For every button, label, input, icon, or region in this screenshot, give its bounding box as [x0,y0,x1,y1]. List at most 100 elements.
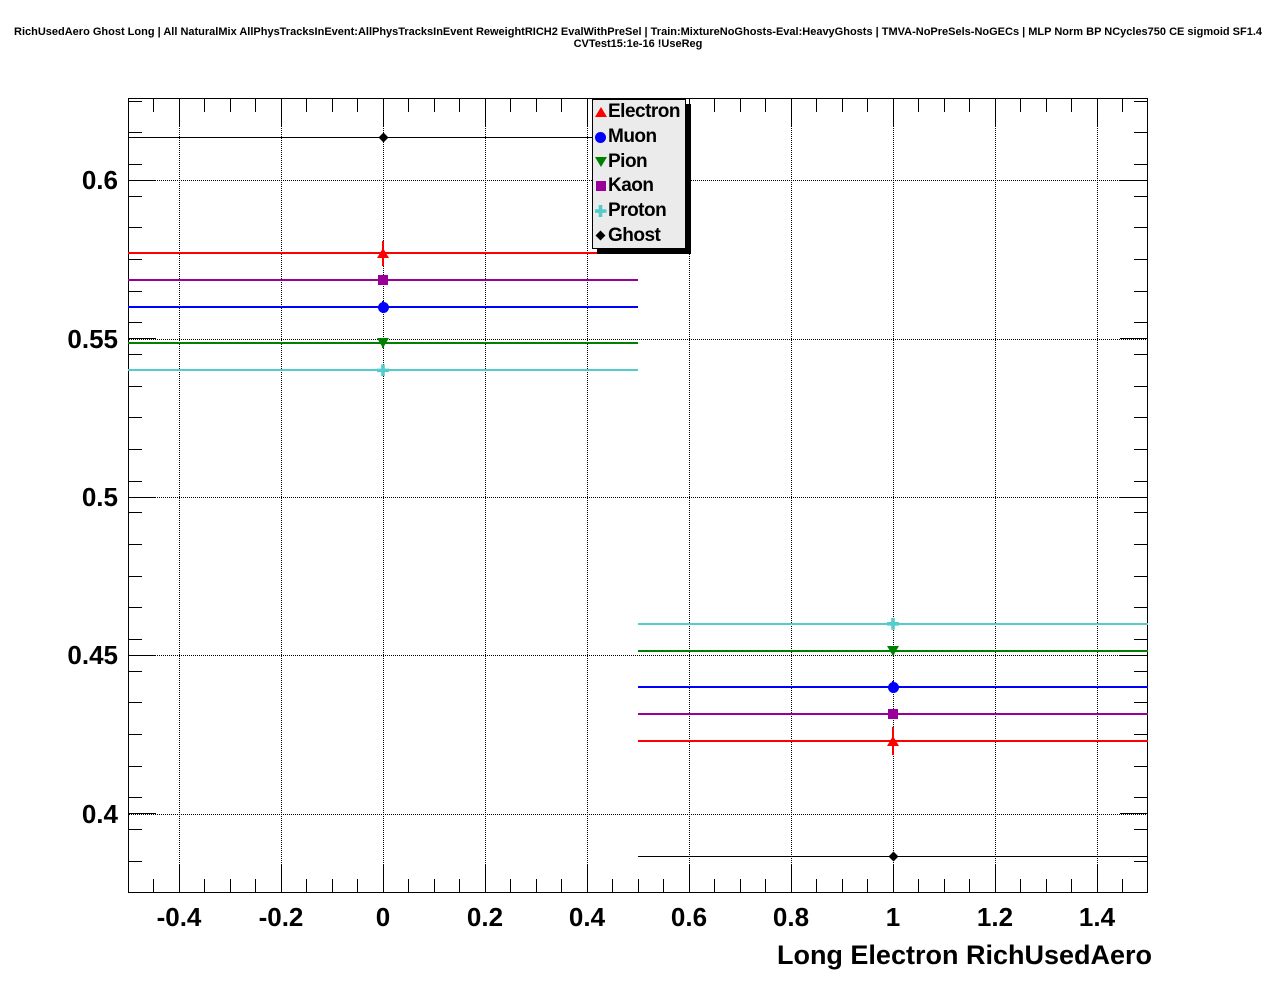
y-minor-tick-left [128,354,142,356]
y-minor-tick-right [1134,164,1148,165]
square-marker-icon [888,709,898,720]
y-minor-tick-right [1134,322,1148,324]
x-minor-tick-bottom [714,879,715,893]
legend-marker-cell [593,107,608,118]
x-minor-tick-bottom [535,879,537,893]
y-minor-tick-right [1134,385,1148,387]
x-major-tick-bottom [790,865,792,893]
x-minor-tick-top [459,98,460,112]
legend-marker-cell [593,230,608,241]
y-minor-tick-right [1134,639,1148,641]
gridline-x [1097,98,1098,893]
y-minor-tick-left [128,734,142,736]
x-minor-tick-top [918,98,919,112]
x-minor-tick-top [969,98,970,112]
x-tick-label: 1.2 [976,902,1014,932]
y-tick-label: 0.55 [67,323,118,354]
x-minor-tick-bottom [204,879,205,893]
x-minor-tick-top [306,98,307,112]
x-minor-tick-bottom [612,879,613,893]
x-major-tick-top [790,98,792,126]
x-minor-tick-bottom [1071,879,1072,893]
legend-marker-cell [593,131,608,143]
y-minor-tick-left [128,702,142,704]
y-minor-tick-left [128,797,142,799]
gridline-y [128,497,1148,499]
x-minor-tick-bottom [331,879,333,893]
y-minor-tick-right [1134,544,1148,546]
x-minor-tick-top [1045,98,1047,112]
gridline-y [128,338,1148,340]
x-minor-tick-bottom [408,879,409,893]
legend-marker-cell [593,156,608,167]
legend-item-muon: Muon [593,125,685,150]
y-minor-tick-left [128,670,142,672]
legend-marker-cell [593,181,608,192]
y-minor-tick-left [128,132,142,134]
y-minor-tick-left [128,195,142,197]
x-tick-label: 1.4 [1078,902,1116,932]
y-minor-tick-right [1134,702,1148,704]
x-minor-tick-bottom [739,879,741,893]
x-axis-title: Long Electron RichUsedAero [776,940,1152,970]
y-minor-tick-left [128,290,142,292]
x-minor-tick-bottom [841,879,843,893]
x-minor-tick-top [816,98,817,112]
x-major-tick-top [586,98,588,126]
y-minor-tick-left [128,480,142,482]
y-major-tick-left [128,338,156,340]
x-tick-label: 0 [375,902,391,932]
x-major-tick-bottom [892,865,894,893]
triangle-down-marker-icon [377,338,389,349]
x-minor-tick-top [765,98,766,112]
x-minor-tick-top [841,98,843,112]
plot-title: RichUsedAero Ghost Long | All NaturalMix… [14,26,1262,50]
x-minor-tick-bottom [943,879,945,893]
legend-label: Ghost [608,224,661,246]
gridline-x [383,98,384,893]
y-minor-tick-left [128,512,142,514]
x-major-tick-top [1096,98,1098,126]
x-major-tick-bottom [994,865,996,893]
x-major-tick-bottom [280,865,282,893]
x-minor-tick-top [433,98,435,112]
y-major-tick-right [1120,654,1148,656]
x-minor-tick-bottom [637,879,639,893]
y-minor-tick-right [1134,480,1148,482]
legend-label: Pion [608,150,648,172]
x-major-tick-top [688,98,690,126]
gridline-x [281,98,282,893]
x-tick-label: -0.4 [156,902,202,932]
x-minor-tick-top [1122,98,1123,112]
y-major-tick-right [1120,179,1148,181]
y-minor-tick-right [1134,512,1148,514]
x-tick-label: 0.2 [466,902,504,932]
y-minor-tick-right [1134,607,1148,609]
y-tick-label: 0.5 [81,482,118,513]
legend-label: Electron [608,101,681,123]
x-minor-tick-bottom [561,879,562,893]
y-major-tick-left [128,496,156,498]
gridline-y [128,813,1148,815]
x-minor-tick-top [943,98,945,112]
x-minor-tick-bottom [1122,879,1123,893]
y-minor-tick-left [128,544,142,546]
x-minor-tick-bottom [765,879,766,893]
x-minor-tick-bottom [816,879,817,893]
x-major-tick-bottom [1096,865,1098,893]
circle-marker-icon [887,681,899,693]
x-minor-tick-bottom [1020,879,1021,893]
y-minor-tick-left [128,417,142,419]
cross-marker-icon [594,205,607,218]
y-minor-tick-left [128,259,142,261]
y-tick-label: 0.6 [81,165,118,196]
legend-item-proton: Proton [593,199,685,224]
x-minor-tick-bottom [306,879,307,893]
x-minor-tick-top [867,98,868,112]
y-major-tick-left [128,179,156,181]
y-minor-tick-right [1134,227,1148,229]
x-major-tick-top [178,98,180,126]
square-marker-icon [595,181,606,192]
x-major-tick-top [994,98,996,126]
y-minor-tick-right [1134,765,1148,767]
